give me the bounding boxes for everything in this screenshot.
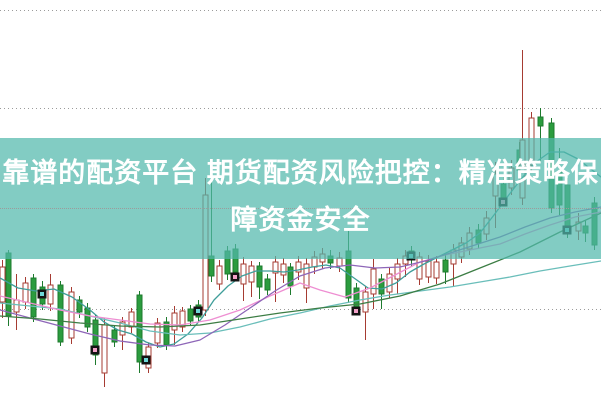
candle-body-up [295,261,302,273]
candle-body-up [386,273,393,293]
candle-body-up [394,263,401,280]
candle-body-up [433,261,440,279]
signal-marker-glyph [40,292,44,296]
candle-body-down [442,259,449,273]
candle-body-down [208,255,215,277]
candle-body-up [13,299,20,313]
candle-body-up [425,260,432,278]
candle-body-up [154,322,161,344]
candle-body-up [280,263,287,276]
headline-line-1: 靠谱的配资平台 期货配资风险把控：精准策略保 [2,158,599,188]
candle-body-down [378,278,385,295]
candle-body-up [119,321,126,336]
signal-marker-glyph [233,275,237,279]
candle-body-up [47,284,54,305]
candle-body-up [179,310,186,328]
candle-body-up [68,291,75,339]
candle-body-down [76,299,83,313]
candle-body-up [171,312,178,331]
ma-slow-teal [0,260,601,336]
ma-darkgreen [0,212,601,328]
dotted-gridline [0,208,601,209]
headline-line-2: 障资金安全 [230,205,371,235]
candle-body-down [264,278,271,291]
candle-body-up [370,268,377,295]
candle-body-down [187,308,194,322]
headline-banner [0,138,601,259]
candle-body-up [216,265,223,285]
candle-body-up [240,263,247,285]
candle-body-up [128,311,135,328]
signal-marker-glyph [93,348,97,352]
candle-body-down [287,266,294,287]
candle-body-up [336,257,343,267]
candle-body-up [248,265,255,283]
candle-body-up [272,261,279,274]
candle-body-down [537,116,544,127]
candle-body-down [256,265,263,288]
candle-body-up [22,282,29,303]
candle-body-down [5,252,12,317]
candle-body-up [303,263,310,289]
candle-body-up [0,266,6,303]
candle-body-down [111,329,118,343]
candle-body-down [92,319,99,356]
signal-marker-glyph [196,309,200,313]
candle-body-down [30,277,37,318]
signal-marker-glyph [144,358,148,362]
headline-text: 靠谱的配资平台 期货配资风险把控：精准策略保 障资金安全 [0,150,601,244]
candle-body-down [353,287,360,310]
candle-body-up [101,324,108,374]
signal-marker-glyph [354,309,358,313]
candle-body-down [57,284,64,343]
